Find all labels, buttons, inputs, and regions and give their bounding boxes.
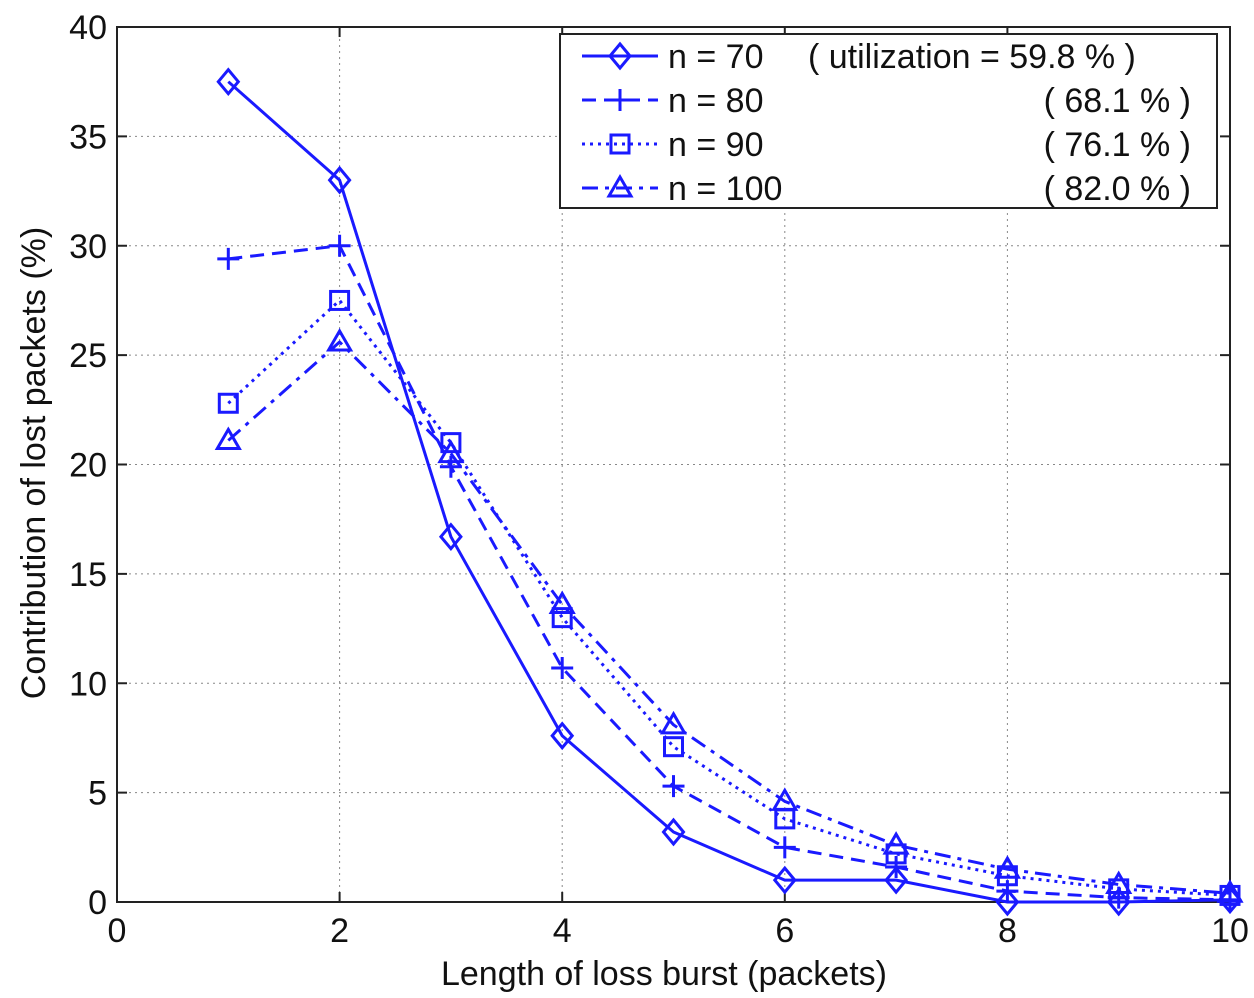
data-point-series-2: [439, 455, 462, 478]
y-tick-label: 25: [69, 337, 107, 375]
data-point-series-1: [550, 721, 575, 751]
series-line-3: [227, 298, 1231, 897]
x-axis-label: Length of loss burst (packets): [441, 955, 887, 993]
data-point-series-4: [659, 710, 688, 735]
data-point-series-4: [548, 590, 576, 614]
data-point-series-2: [773, 836, 796, 859]
series-line-4: [227, 340, 1231, 895]
y-tick-label: 30: [69, 228, 107, 266]
data-point-series-4: [882, 831, 910, 855]
x-tick-label: 4: [553, 912, 572, 950]
data-point-series-3: [551, 607, 573, 629]
y-tick-label: 5: [88, 775, 107, 813]
legend-marker-4: [606, 174, 634, 198]
series-line-1: [227, 80, 1231, 904]
y-tick-label: 40: [69, 9, 107, 47]
y-tick-label: 15: [69, 556, 107, 594]
legend-marker-1: [608, 41, 632, 71]
data-point-series-2: [328, 234, 351, 257]
data-point-series-2: [885, 856, 908, 878]
x-tick-label: 6: [775, 912, 794, 950]
data-point-series-4: [214, 426, 242, 450]
data-point-series-3: [329, 289, 351, 311]
axes: 0 2 4 6 8 10 0 5 10 15 20 25 30 35 40: [69, 9, 1249, 950]
y-tick-label: 35: [69, 118, 107, 156]
data-point-series-1: [327, 165, 352, 195]
data-point-series-4: [325, 328, 354, 352]
data-point-series-1: [772, 865, 797, 895]
legend-note-3: ( 76.1 % ): [1044, 126, 1191, 164]
data-point-series-1: [661, 817, 686, 847]
series-line-2: [228, 244, 1231, 902]
y-tick-label: 20: [69, 447, 107, 485]
data-point-series-3: [440, 432, 462, 454]
legend: n = 70 ( utilization = 59.8 % ) n = 80 ( 68…: [559, 33, 1218, 209]
legend-marker-2: [609, 89, 631, 111]
legend-note-2: ( 68.1 % ): [1044, 82, 1191, 120]
data-point-series-4: [437, 439, 465, 464]
x-tick-label: 8: [998, 912, 1017, 950]
data-point-series-1: [884, 865, 909, 895]
legend-box: [559, 33, 1218, 209]
data-point-series-1: [438, 522, 463, 552]
x-tick-label: 2: [330, 912, 349, 950]
data-point-series-4: [1216, 879, 1244, 903]
data-point-series-3: [217, 392, 239, 414]
legend-label-2: n = 80: [668, 82, 763, 120]
x-tick-label: 10: [1211, 912, 1249, 950]
legend-label-4: n = 100: [668, 170, 782, 208]
legend-label-3: n = 90: [668, 126, 763, 164]
data-point-series-1: [995, 887, 1020, 917]
data-point-series-4: [771, 787, 799, 811]
series-layer: [214, 67, 1244, 917]
legend-note-4: ( 82.0 % ): [1044, 170, 1191, 208]
legend-label-1: n = 70: [668, 38, 763, 76]
y-axis-label: Contribution of lost packets (%): [15, 227, 53, 699]
data-point-series-4: [993, 855, 1022, 879]
data-point-series-1: [216, 67, 241, 97]
data-point-series-3: [663, 736, 684, 758]
legend-marker-3: [609, 133, 631, 155]
data-point-series-2: [662, 775, 685, 798]
data-point-series-2: [551, 656, 574, 679]
data-point-series-4: [1105, 870, 1133, 894]
x-tick-label: 0: [108, 912, 127, 950]
y-tick-label: 0: [88, 884, 107, 922]
legend-note-1: ( utilization = 59.8 % ): [808, 38, 1136, 76]
y-tick-label: 10: [69, 665, 107, 703]
data-point-series-2: [217, 247, 240, 270]
